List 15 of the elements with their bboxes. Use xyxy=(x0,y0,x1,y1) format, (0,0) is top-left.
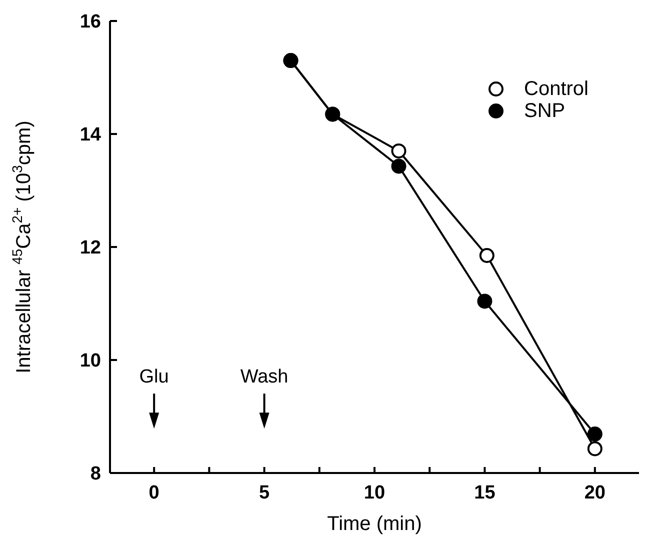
y-tick-label: 10 xyxy=(80,350,101,372)
x-axis-title: Time (min) xyxy=(327,513,422,535)
annotation: Glu xyxy=(139,366,169,388)
y-tick-label: 14 xyxy=(80,124,102,146)
x-tick-label: 20 xyxy=(584,482,606,504)
x-tick-label: 0 xyxy=(148,482,160,504)
y-tick-label: 12 xyxy=(80,238,101,259)
y-tick-label: 8 xyxy=(90,464,101,485)
legend-label: SNP xyxy=(524,100,566,122)
x-tick-label: 5 xyxy=(259,482,270,504)
x-tick-label: 10 xyxy=(364,482,386,504)
x-tick-label: 15 xyxy=(474,482,496,504)
legend-label: Control xyxy=(524,78,588,100)
y-tick-label: 16 xyxy=(80,12,101,33)
annotation: Wash xyxy=(240,366,288,388)
